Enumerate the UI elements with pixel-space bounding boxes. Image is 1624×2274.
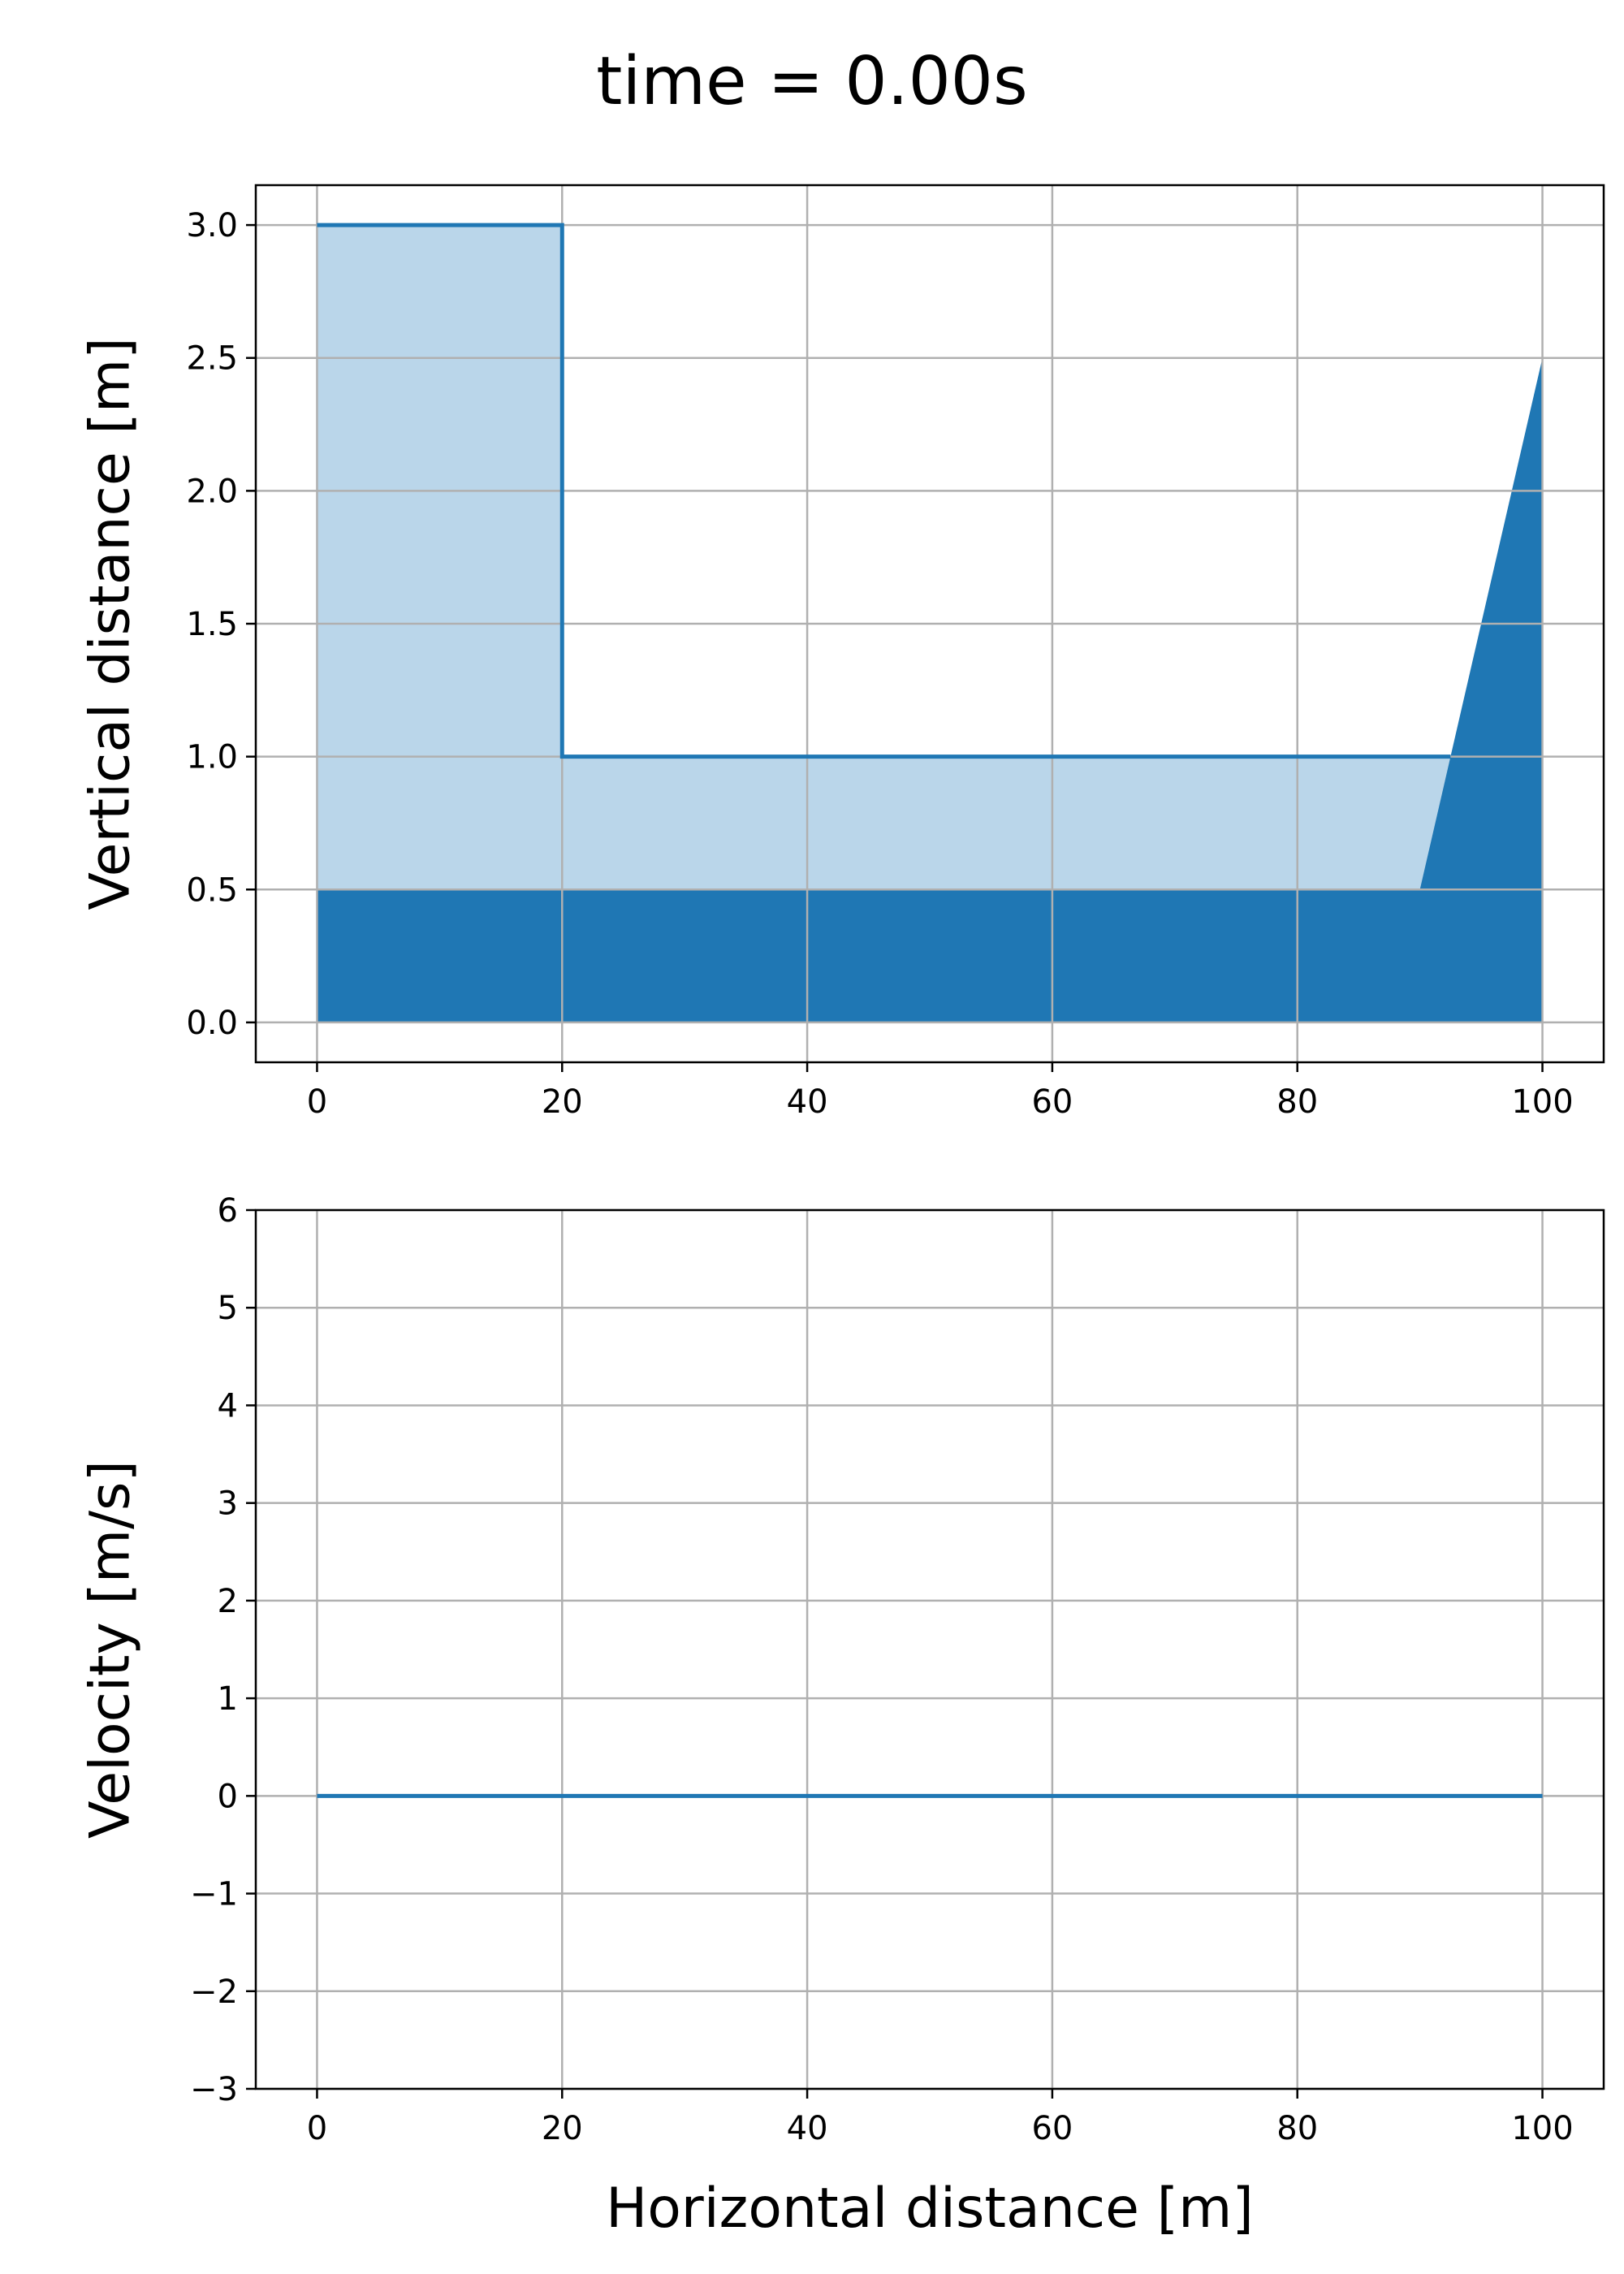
y-tick-label: 2 (218, 1583, 238, 1620)
water-surface-line (317, 223, 1451, 759)
y-tick-label: 4 (218, 1387, 238, 1424)
elevation-y-axis-label: Vertical distance [m] (79, 337, 143, 910)
y-tick-label: 0.0 (186, 1005, 238, 1042)
y-tick-label: −1 (190, 1876, 238, 1913)
velocity-x-ticks: 0 20 40 60 80 100 (307, 2089, 1574, 2147)
velocity-x-axis-label: Horizontal distance [m] (606, 2177, 1254, 2241)
x-tick-label: 20 (542, 2110, 583, 2147)
x-tick-label: 0 (307, 1083, 327, 1121)
velocity-axes: 0 20 40 60 80 100 −3 −2 −1 0 1 2 3 4 5 6 Velocity [m/s… (79, 1192, 1605, 2241)
velocity-y-axis-label: Velocity [m/s] (79, 1460, 143, 1839)
y-tick-label: 5 (218, 1290, 238, 1327)
y-tick-label: 6 (218, 1192, 238, 1230)
elevation-grid (256, 185, 1604, 1062)
y-tick-label: −2 (190, 1974, 238, 2011)
x-tick-label: 100 (1511, 2110, 1573, 2147)
x-tick-label: 40 (787, 1083, 828, 1121)
y-tick-label: 2.0 (186, 473, 238, 510)
x-tick-label: 100 (1511, 1083, 1573, 1121)
y-tick-label: 1 (218, 1680, 238, 1718)
x-tick-label: 60 (1031, 2110, 1073, 2147)
x-tick-label: 40 (787, 2110, 828, 2147)
y-tick-label: 2.5 (186, 340, 238, 378)
figure-title: time = 0.00s (596, 43, 1027, 120)
elevation-x-ticks: 0 20 40 60 80 100 (307, 1062, 1574, 1121)
x-tick-label: 80 (1276, 2110, 1318, 2147)
y-tick-label: 3.0 (186, 207, 238, 244)
elevation-y-ticks: 0.0 0.5 1.0 1.5 2.0 2.5 3.0 (186, 207, 256, 1042)
velocity-axes-frame (254, 1208, 1605, 2090)
x-tick-label: 20 (542, 1083, 583, 1121)
y-tick-label: 0.5 (186, 871, 238, 909)
y-tick-label: 0 (218, 1778, 238, 1815)
y-tick-label: 3 (218, 1485, 238, 1523)
y-tick-label: 1.5 (186, 606, 238, 643)
x-tick-label: 60 (1031, 1083, 1073, 1121)
velocity-grid (256, 1208, 1604, 2090)
x-tick-label: 0 (307, 2110, 327, 2147)
velocity-y-ticks: −3 −2 −1 0 1 2 3 4 5 6 (190, 1192, 256, 2108)
x-tick-label: 80 (1276, 1083, 1318, 1121)
y-tick-label: 1.0 (186, 739, 238, 776)
elevation-axes: 0 20 40 60 80 100 0.0 0.5 1.0 1.5 2.0 2.5 3.0 Verti… (79, 184, 1605, 1121)
water-region (317, 225, 1451, 890)
y-tick-label: −3 (190, 2071, 238, 2108)
